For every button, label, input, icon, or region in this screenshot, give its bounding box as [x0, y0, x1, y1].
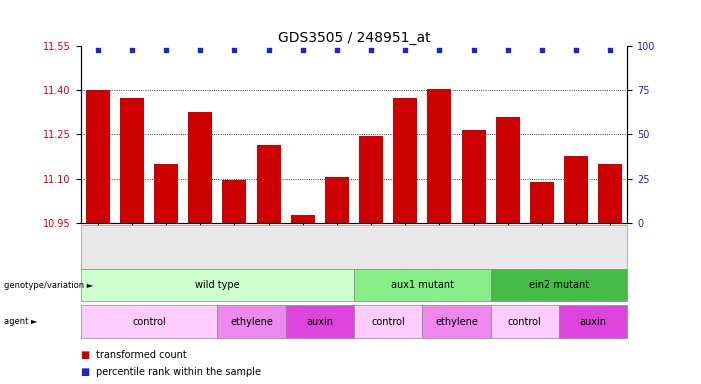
Bar [496, 117, 519, 223]
Bar [599, 164, 622, 223]
Text: ethylene: ethylene [435, 316, 478, 327]
Bar [462, 130, 486, 223]
Text: ■: ■ [81, 350, 93, 360]
Title: GDS3505 / 248951_at: GDS3505 / 248951_at [278, 31, 430, 45]
Text: genotype/variation ►: genotype/variation ► [4, 281, 93, 290]
Point [502, 46, 513, 53]
Bar [359, 136, 383, 223]
Point [365, 46, 376, 53]
Point [571, 46, 582, 53]
Bar [530, 182, 554, 223]
Text: ■: ■ [81, 367, 93, 377]
Point [434, 46, 445, 53]
Bar [86, 90, 109, 223]
Point [468, 46, 479, 53]
Text: ethylene: ethylene [230, 316, 273, 327]
Bar [154, 164, 178, 223]
Point [161, 46, 172, 53]
Point [229, 46, 240, 53]
Point [332, 46, 343, 53]
Text: auxin: auxin [580, 316, 607, 327]
Text: percentile rank within the sample: percentile rank within the sample [96, 367, 261, 377]
Bar [325, 177, 349, 223]
Bar [257, 145, 280, 223]
Text: wild type: wild type [195, 280, 240, 290]
Point [126, 46, 137, 53]
Bar [222, 180, 246, 223]
Point [263, 46, 274, 53]
Text: control: control [372, 316, 405, 327]
Point [605, 46, 616, 53]
Text: control: control [132, 316, 166, 327]
Text: aux1 mutant: aux1 mutant [391, 280, 454, 290]
Text: control: control [508, 316, 542, 327]
Text: ein2 mutant: ein2 mutant [529, 280, 589, 290]
Point [536, 46, 547, 53]
Bar [428, 89, 451, 223]
Point [400, 46, 411, 53]
Bar [393, 98, 417, 223]
Text: agent ►: agent ► [4, 317, 37, 326]
Text: transformed count: transformed count [96, 350, 186, 360]
Bar [291, 215, 315, 223]
Bar [120, 98, 144, 223]
Bar [564, 156, 588, 223]
Point [297, 46, 308, 53]
Bar [189, 113, 212, 223]
Text: auxin: auxin [306, 316, 334, 327]
Point [92, 46, 103, 53]
Point [195, 46, 206, 53]
